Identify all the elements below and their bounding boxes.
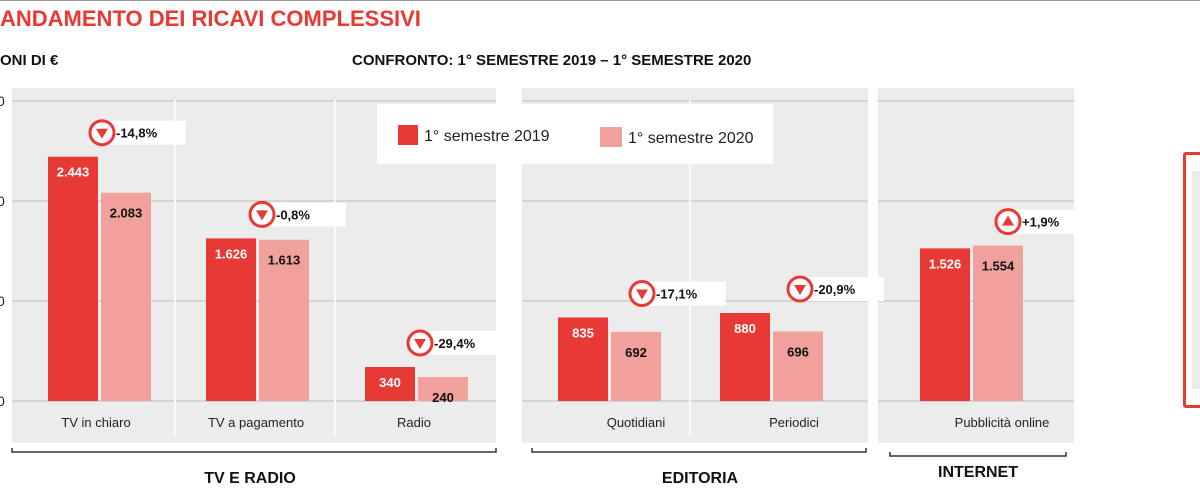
side-panel-inner (1192, 171, 1200, 389)
data-label-2020: 2.083 (110, 206, 143, 221)
change-badge-box (270, 202, 346, 227)
bar-2020 (973, 245, 1023, 401)
y-tick-label: 0 (0, 193, 5, 209)
category-label: Radio (397, 415, 431, 430)
bar-2019 (558, 317, 608, 401)
change-badge-box (1016, 209, 1092, 234)
change-label: +1,9% (1022, 215, 1060, 230)
bar-2020 (418, 377, 468, 401)
change-label: -17,1% (656, 287, 698, 302)
category-label: Pubblicità online (955, 415, 1050, 430)
arrow-down-icon (636, 289, 648, 300)
bar-2020 (773, 331, 823, 401)
page-title: ANDAMENTO DEI RICAVI COMPLESSIVI (0, 6, 421, 31)
legend-swatch-2019 (398, 125, 418, 145)
data-label-2019: 1.626 (215, 246, 248, 261)
group-label: TV E RADIO (204, 470, 296, 487)
chart-subtitle: CONFRONTO: 1° SEMESTRE 2019 – 1° SEMESTR… (352, 52, 752, 69)
category-label: TV in chiaro (61, 415, 130, 430)
legend-swatch-2020 (600, 127, 622, 147)
arrow-down-icon (96, 128, 108, 139)
bar-2019 (920, 248, 970, 401)
data-label-2020: 1.554 (982, 259, 1015, 274)
change-badge-box (428, 331, 504, 355)
category-label: Quotidiani (607, 415, 666, 430)
group-bracket (11, 448, 497, 453)
data-label-2019: 835 (572, 326, 594, 341)
bar-2019 (720, 313, 770, 401)
legend-label-2020: 1° semestre 2020 (628, 130, 754, 147)
data-label-2020: 240 (432, 390, 454, 405)
group-label: EDITORIA (662, 470, 739, 487)
change-label: -0,8% (276, 207, 310, 222)
group-bracket (531, 448, 867, 453)
data-label-2019: 880 (734, 321, 756, 336)
category-label: TV a pagamento (208, 415, 304, 430)
data-label-2020: 696 (787, 344, 809, 359)
change-badge-box (110, 120, 186, 145)
bar-2019 (48, 156, 98, 401)
change-label: -14,8% (116, 126, 158, 141)
data-label-2019: 2.443 (57, 165, 90, 180)
legend-label-2019: 1° semestre 2019 (424, 128, 550, 145)
bar-2020 (101, 192, 151, 401)
unit-label: ONI DI € (0, 52, 59, 69)
data-label-2019: 340 (379, 375, 401, 390)
y-tick-label: 0 (0, 393, 5, 409)
y-tick-label: 0 (0, 293, 5, 309)
change-label: -20,9% (814, 282, 856, 297)
bar-2019 (365, 367, 415, 401)
arrow-down-icon (794, 285, 806, 295)
group-bracket (889, 452, 1067, 457)
bar-2020 (611, 331, 661, 401)
legend-box (377, 104, 773, 164)
group-label: INTERNET (938, 464, 1018, 481)
change-badge-box (650, 281, 726, 306)
arrow-up-icon (1002, 215, 1014, 226)
change-label: -29,4% (434, 336, 476, 351)
arrow-down-icon (414, 339, 426, 349)
bar-2020 (259, 239, 309, 401)
category-label: Periodici (769, 415, 819, 430)
arrow-down-icon (256, 210, 268, 221)
change-badge-box (808, 277, 884, 301)
bar-2019 (206, 238, 256, 401)
data-label-2019: 1.526 (929, 256, 962, 271)
top-rule (0, 0, 1200, 1)
data-label-2020: 1.613 (268, 253, 301, 268)
side-panel-frame (1183, 152, 1200, 408)
y-tick-label: 0 (0, 93, 5, 109)
data-label-2020: 692 (625, 345, 647, 360)
